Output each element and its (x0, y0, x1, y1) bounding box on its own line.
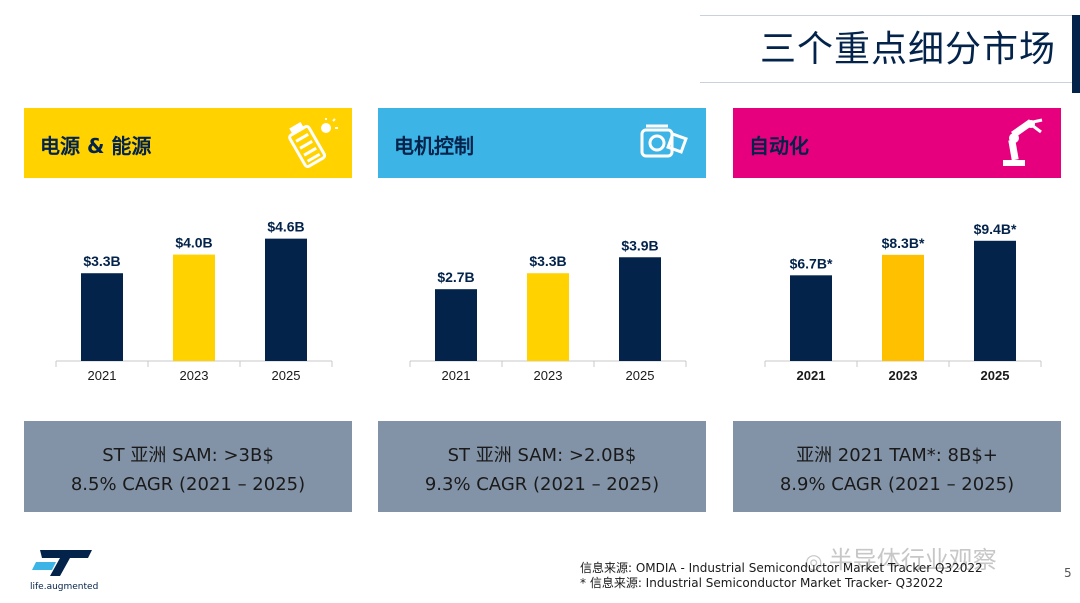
watermark: ◎ 半导体行业观察 (805, 540, 997, 575)
footnote-source: 信息来源: OMDIA - Industrial Semiconductor M… (580, 561, 983, 575)
data-label: $3.3B (83, 253, 120, 269)
bar-chart-power-energy: $3.3B 2021 $4.0B 2023 $4.6B 2025 (55, 219, 333, 383)
wechat-icon: ◎ (805, 549, 829, 573)
bar (435, 289, 477, 361)
summary-box: ST 亚洲 SAM: >3B$ 8.5% CAGR (2021 – 2025) (24, 421, 352, 512)
data-label: $8.3B* (882, 235, 925, 251)
panel-power-energy: 电源 & 能源 $3.3B 2021 $4.0B 2023 $4.6B 2025 ST 亚… (24, 108, 352, 512)
bar-chart-motor-control: $2.7B 2021 $3.3B 2023 $3.9B 2025 (409, 237, 687, 383)
sam-line: ST 亚洲 SAM: >2.0B$ (447, 445, 637, 466)
data-label: $4.6B (267, 219, 304, 235)
bar (790, 275, 832, 361)
x-tick-label: 2021 (442, 368, 471, 383)
panel-header: 自动化 (733, 108, 1061, 178)
bar (81, 273, 123, 361)
sam-line: 亚洲 2021 TAM*: 8B$+ (796, 445, 998, 466)
summary-box: ST 亚洲 SAM: >2.0B$ 9.3% CAGR (2021 – 2025… (378, 421, 706, 512)
x-tick-label: 2025 (981, 368, 1010, 383)
data-label: $3.3B (529, 253, 566, 269)
x-tick-label: 2025 (272, 368, 301, 383)
summary-box: 亚洲 2021 TAM*: 8B$+ 8.9% CAGR (2021 – 202… (733, 421, 1061, 512)
bar (882, 254, 924, 361)
st-logo: life.augmented (30, 548, 100, 592)
cagr-line: 9.3% CAGR (2021 – 2025) (424, 474, 660, 495)
bar-chart-automation: $6.7B* 2021 $8.3B* 2023 $9.4B* 2025 (764, 221, 1042, 383)
title-box (700, 15, 1072, 83)
x-tick-label: 2023 (534, 368, 563, 383)
bar (265, 238, 307, 361)
page-title: 三个重点细分市场 (759, 29, 1056, 70)
panel-header-label: 自动化 (749, 134, 809, 158)
x-tick-label: 2021 (797, 368, 826, 383)
watermark-text: 半导体行业观察 (828, 546, 997, 574)
st-logo-mark-icon (32, 550, 92, 576)
data-label: $9.4B* (974, 221, 1017, 237)
data-label: $2.7B (437, 269, 474, 285)
data-label: $6.7B* (790, 255, 833, 271)
x-tick-label: 2021 (88, 368, 117, 383)
robot-arm-icon (1003, 118, 1043, 166)
cagr-line: 8.9% CAGR (2021 – 2025) (779, 474, 1015, 495)
bar (974, 240, 1016, 361)
motor-icon (640, 124, 688, 158)
bar (173, 254, 215, 361)
footnote-tam-source: * 信息来源: Industrial Semiconductor Market … (580, 576, 944, 590)
panel-header: 电机控制 (378, 108, 706, 178)
sam-line: ST 亚洲 SAM: >3B$ (102, 445, 274, 466)
title-accent-bar (1072, 15, 1080, 93)
panel-header-label: 电源 & 能源 (40, 134, 152, 158)
panel-motor-control: 电机控制 $2.7B 2021 $3.3B 2023 $3.9B 2025 ST 亚洲 S… (378, 108, 706, 512)
x-tick-label: 2023 (889, 368, 918, 383)
data-label: $4.0B (175, 235, 212, 251)
x-tick-label: 2025 (626, 368, 655, 383)
footnotes: 信息来源: OMDIA - Industrial Semiconductor M… (580, 561, 983, 591)
page-number: 5 (1064, 566, 1072, 580)
cagr-line: 8.5% CAGR (2021 – 2025) (70, 474, 306, 495)
panel-automation: 自动化 $6.7B* 2021 $8.3B* 2023 $9.4B* 2025 亚洲 20… (733, 108, 1061, 512)
bar (619, 257, 661, 361)
panel-header-label: 电机控制 (394, 134, 474, 158)
bar (527, 273, 569, 361)
logo-tagline: life.augmented (30, 582, 99, 592)
x-tick-label: 2023 (180, 368, 209, 383)
battery-charging-icon (288, 118, 338, 168)
panel-header: 电源 & 能源 (24, 108, 352, 178)
data-label: $3.9B (621, 237, 658, 253)
